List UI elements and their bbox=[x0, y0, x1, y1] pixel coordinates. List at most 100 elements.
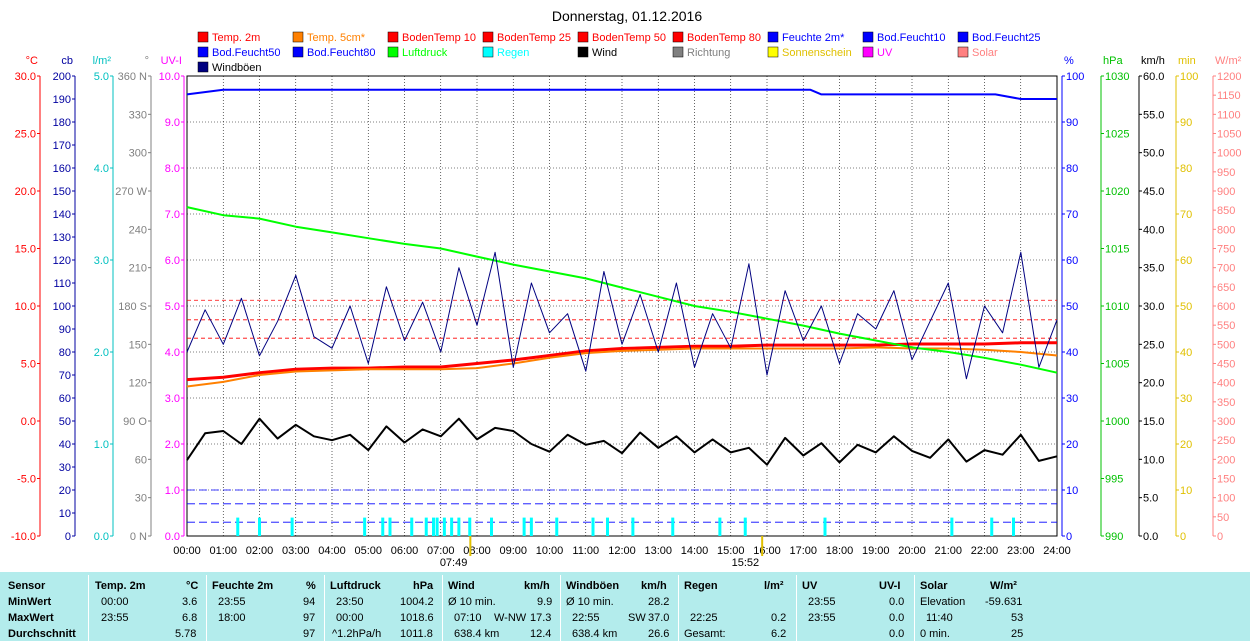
uv-min-time: 23:55 bbox=[808, 596, 836, 608]
wind-avg-value: 12.4 bbox=[530, 628, 552, 640]
axis-tick-label-0-7: -5.0 bbox=[17, 474, 36, 486]
axis-tick-label-8-7: 30 bbox=[1180, 393, 1192, 405]
temp-min-value: 3.6 bbox=[182, 596, 198, 608]
legend-label-6: Feuchte 2m* bbox=[782, 32, 845, 44]
legend-label-8: Bod.Feucht25 bbox=[972, 32, 1041, 44]
axis-tick-label-4-4: 6.0 bbox=[165, 255, 180, 267]
rain-bar-2 bbox=[290, 517, 294, 536]
axis-tick-label-4-10: 0.0 bbox=[165, 531, 180, 543]
x-tick-label-10: 10:00 bbox=[536, 545, 564, 557]
wind-min-value: 9.9 bbox=[537, 596, 553, 608]
rain-bar-8 bbox=[432, 517, 435, 536]
axis-tick-label-5-5: 50 bbox=[1066, 301, 1078, 313]
rain-total-value: 6.2 bbox=[771, 628, 787, 640]
uv-max-time: 23:55 bbox=[808, 612, 836, 624]
axis-tick-label-7-2: 50.0 bbox=[1143, 148, 1164, 160]
axis-tick-label-9-18: 300 bbox=[1217, 416, 1235, 428]
axis-tick-label-1-3: 170 bbox=[53, 140, 71, 152]
legend-swatch-9 bbox=[197, 46, 209, 58]
rain-bar-22 bbox=[718, 517, 722, 536]
wind-min-label: Ø 10 min. bbox=[448, 596, 496, 608]
rain-bar-25 bbox=[950, 517, 954, 536]
rain-bar-4 bbox=[381, 517, 385, 536]
axis-tick-label-1-18: 20 bbox=[59, 485, 71, 497]
rain-bar-5 bbox=[388, 517, 392, 536]
row-label-sensor: Sensor bbox=[8, 580, 46, 592]
axis-tick-label-3-9: 90 O bbox=[123, 416, 147, 428]
axis-tick-label-3-3: 270 W bbox=[115, 186, 147, 198]
axis-tick-label-8-1: 90 bbox=[1180, 117, 1192, 129]
legend-label-5: BodenTemp 80 bbox=[687, 32, 761, 44]
axis-tick-label-0-8: -10.0 bbox=[11, 531, 36, 543]
rain-bar-13 bbox=[468, 517, 472, 536]
legend-label-7: Bod.Feucht10 bbox=[877, 32, 946, 44]
axis-tick-label-5-8: 20 bbox=[1066, 439, 1078, 451]
axis-tick-label-6-8: 990 bbox=[1105, 531, 1123, 543]
pressure-max-time: 00:00 bbox=[336, 612, 364, 624]
axis-tick-label-9-13: 550 bbox=[1217, 320, 1235, 332]
axis-tick-label-0-4: 10.0 bbox=[15, 301, 36, 313]
axis-tick-label-1-16: 40 bbox=[59, 439, 71, 451]
axis-tick-label-3-2: 300 bbox=[129, 148, 147, 160]
wind-unit: km/h bbox=[524, 580, 550, 592]
rain-bar-0 bbox=[236, 517, 240, 536]
axis-tick-label-1-10: 100 bbox=[53, 301, 71, 313]
axis-unit-5: % bbox=[1064, 55, 1074, 67]
legend-swatch-6 bbox=[767, 31, 779, 43]
rain-unit: l/m² bbox=[764, 580, 784, 592]
axis-tick-label-8-8: 20 bbox=[1180, 439, 1192, 451]
pressure-avg-value: 1011.8 bbox=[400, 628, 433, 640]
humidity-unit: % bbox=[306, 580, 316, 592]
axis-tick-label-6-2: 1020 bbox=[1105, 186, 1129, 198]
series-line-2 bbox=[186, 88, 1057, 100]
axis-tick-label-5-1: 90 bbox=[1066, 117, 1078, 129]
axis-tick-label-8-3: 70 bbox=[1180, 209, 1192, 221]
legend-label-18: Windböen bbox=[212, 62, 262, 74]
x-tick-label-11: 11:00 bbox=[572, 545, 599, 557]
axis-tick-label-9-14: 500 bbox=[1217, 339, 1235, 351]
legend-swatch-11 bbox=[387, 46, 399, 58]
temp-max-value: 6.8 bbox=[182, 612, 198, 624]
rain-bar-6 bbox=[410, 517, 414, 536]
axis-tick-label-8-4: 60 bbox=[1180, 255, 1192, 267]
axis-tick-label-6-5: 1005 bbox=[1105, 359, 1129, 371]
axis-tick-label-7-5: 35.0 bbox=[1143, 263, 1164, 275]
axis-unit-8: min bbox=[1178, 55, 1196, 67]
axis-tick-label-9-7: 850 bbox=[1217, 205, 1235, 217]
rain-bar-14 bbox=[490, 517, 493, 536]
axis-tick-label-1-12: 80 bbox=[59, 347, 71, 359]
axis-tick-label-8-2: 80 bbox=[1180, 163, 1192, 175]
legend-swatch-0 bbox=[197, 31, 209, 43]
axis-tick-label-9-1: 1150 bbox=[1217, 90, 1241, 102]
legend-swatch-7 bbox=[862, 31, 874, 43]
axis-unit-3: ° bbox=[145, 55, 149, 67]
axis-tick-label-9-24: 0 bbox=[1217, 531, 1223, 543]
row-label-min: MinWert bbox=[8, 596, 52, 608]
rain-bar-9 bbox=[435, 517, 439, 536]
x-tick-label-5: 05:00 bbox=[354, 545, 382, 557]
axis-unit-9: W/m² bbox=[1215, 55, 1242, 67]
gust-min-value: 28.2 bbox=[648, 596, 670, 608]
x-tick-label-7: 07:00 bbox=[427, 545, 455, 557]
x-tick-label-21: 21:00 bbox=[934, 545, 962, 557]
axis-tick-label-0-1: 25.0 bbox=[15, 129, 36, 141]
legend-swatch-13 bbox=[577, 46, 589, 58]
x-tick-label-12: 12:00 bbox=[608, 545, 636, 557]
axis-tick-label-5-3: 70 bbox=[1066, 209, 1078, 221]
legend-label-2: BodenTemp 10 bbox=[402, 32, 476, 44]
axis-tick-label-5-4: 60 bbox=[1066, 255, 1078, 267]
axis-tick-label-0-6: 0.0 bbox=[21, 416, 36, 428]
rain-bar-26 bbox=[990, 517, 994, 536]
x-tick-label-20: 20:00 bbox=[898, 545, 926, 557]
x-tick-label-3: 03:00 bbox=[282, 545, 310, 557]
legend-swatch-16 bbox=[862, 46, 874, 58]
axis-unit-2: l/m² bbox=[93, 55, 112, 67]
axis-tick-label-9-10: 700 bbox=[1217, 263, 1235, 275]
pressure-trend: ^1.2hPa/h bbox=[332, 628, 382, 640]
x-tick-label-22: 22:00 bbox=[971, 545, 999, 557]
x-tick-label-19: 19:00 bbox=[862, 545, 890, 557]
humidity-min-value: 94 bbox=[303, 596, 316, 608]
axis-tick-label-9-19: 250 bbox=[1217, 435, 1235, 447]
uv-header: UV bbox=[802, 580, 818, 592]
temp-unit: °C bbox=[186, 580, 199, 592]
